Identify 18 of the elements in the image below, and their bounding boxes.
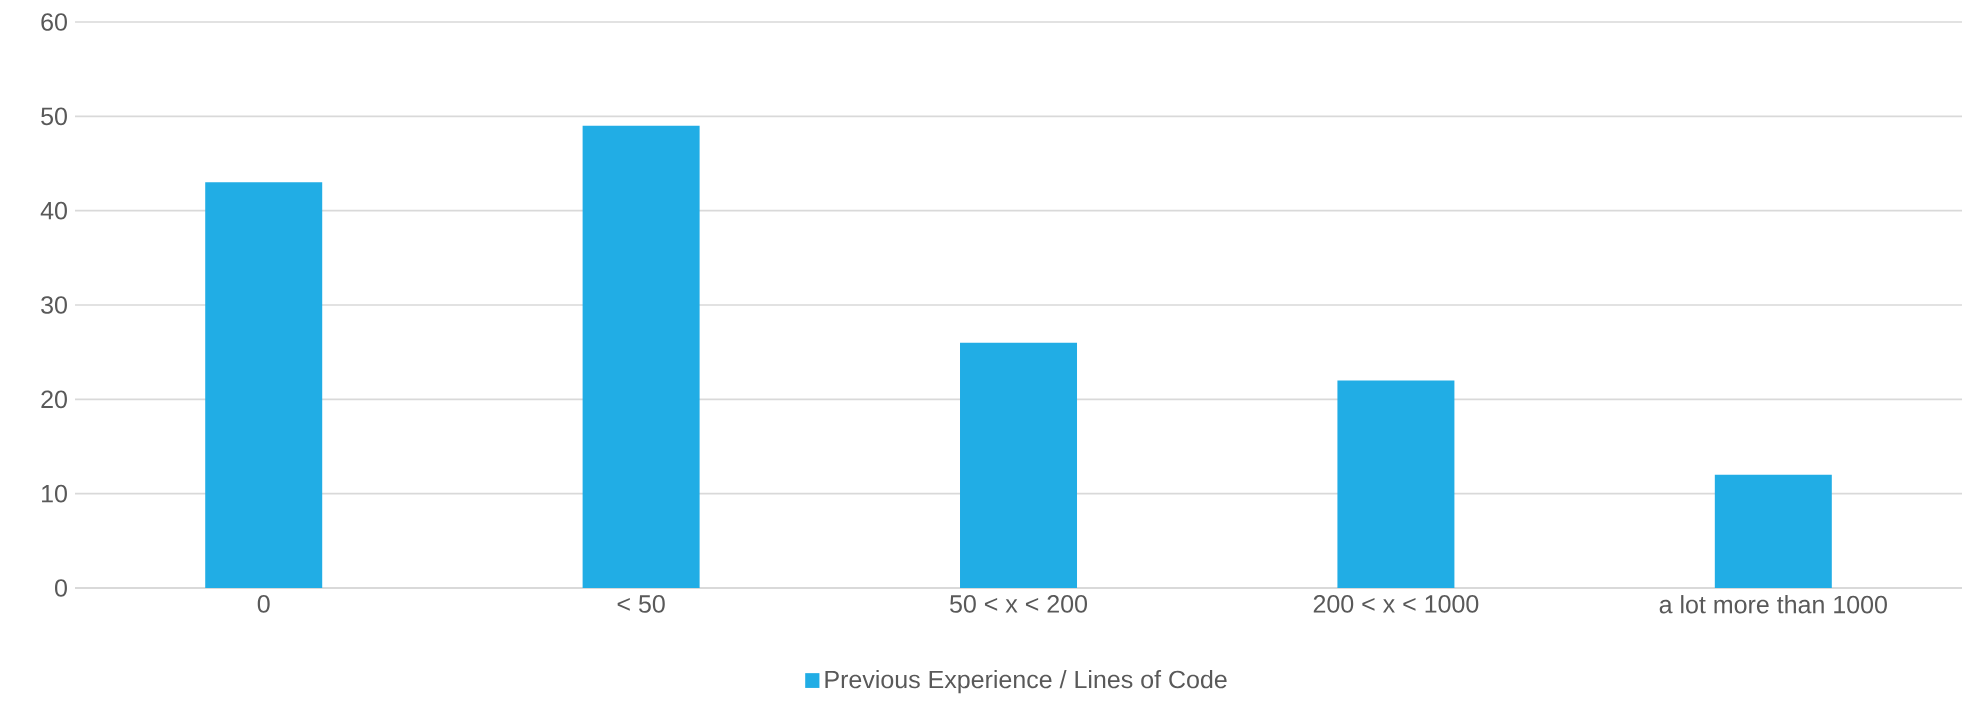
- y-tick-label: 60: [41, 13, 67, 31]
- x-tick-label: < 50: [617, 595, 665, 613]
- legend-label: Previous Experience / Lines of Code: [825, 669, 1227, 694]
- y-tick-label: 40: [40, 201, 67, 220]
- y-tick-label: 30: [41, 296, 67, 314]
- y-tick-label: 50: [41, 107, 67, 126]
- x-tick-label: a lot more than 1000: [1659, 595, 1887, 614]
- bar: [960, 342, 1078, 588]
- y-tick-label: 10: [42, 484, 67, 503]
- x-tick-label: 0: [257, 595, 270, 613]
- bar: [582, 125, 700, 588]
- bar: [1714, 474, 1832, 588]
- x-tick-label: 200 < x < 1000: [1313, 595, 1479, 613]
- bar: [1337, 380, 1455, 588]
- bar: [205, 182, 323, 588]
- x-tick-label: 50 < x < 200: [950, 595, 1088, 613]
- y-tick-label: 0: [55, 579, 67, 597]
- y-tick-label: 20: [41, 390, 67, 409]
